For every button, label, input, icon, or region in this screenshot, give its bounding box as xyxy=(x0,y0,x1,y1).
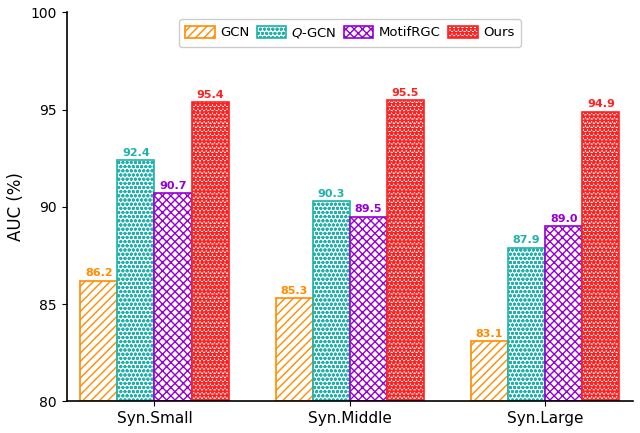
Text: 87.9: 87.9 xyxy=(513,236,540,246)
Bar xyxy=(582,112,620,401)
Text: 92.4: 92.4 xyxy=(122,148,150,158)
Bar xyxy=(387,100,424,401)
Bar xyxy=(117,160,154,401)
Text: 95.4: 95.4 xyxy=(196,90,224,100)
Bar xyxy=(80,281,117,401)
Text: 89.0: 89.0 xyxy=(550,214,577,224)
Bar xyxy=(276,298,313,401)
Bar xyxy=(545,226,582,401)
Bar xyxy=(508,248,545,401)
Text: 86.2: 86.2 xyxy=(85,268,113,278)
Text: 95.5: 95.5 xyxy=(392,87,419,97)
Y-axis label: AUC (%): AUC (%) xyxy=(7,172,25,241)
Bar xyxy=(191,102,228,401)
Text: 85.3: 85.3 xyxy=(280,286,308,296)
Text: 83.1: 83.1 xyxy=(476,329,503,339)
Bar xyxy=(350,216,387,401)
Text: 90.7: 90.7 xyxy=(159,181,187,191)
Bar xyxy=(313,201,350,401)
Text: 89.5: 89.5 xyxy=(355,204,382,214)
Bar xyxy=(471,341,508,401)
Text: 90.3: 90.3 xyxy=(317,189,345,199)
Legend: GCN, $Q$-GCN, MotifRGC, Ours: GCN, $Q$-GCN, MotifRGC, Ours xyxy=(179,19,521,47)
Bar xyxy=(154,193,191,401)
Text: 94.9: 94.9 xyxy=(587,99,615,109)
